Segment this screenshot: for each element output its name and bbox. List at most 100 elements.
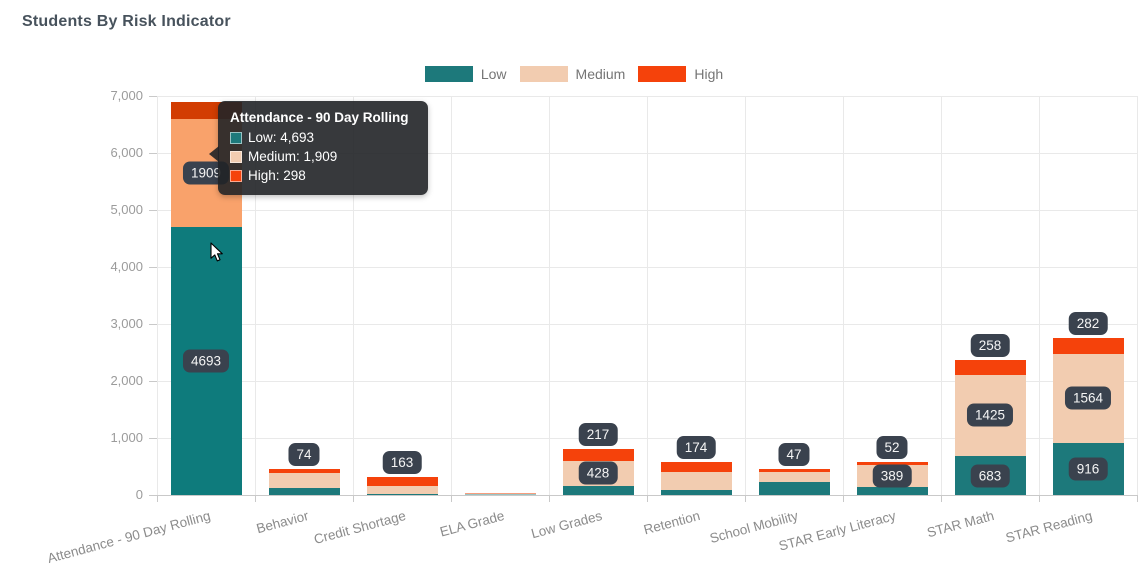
legend-swatch-high [638, 66, 687, 82]
bar-segment-high-retention[interactable] [660, 461, 732, 472]
tooltip: Attendance - 90 Day Rolling Low: 4,693 Me… [209, 101, 428, 195]
x-axis-label-low-grades: Low Grades [529, 508, 604, 542]
bar-segment-low-school-mobility[interactable] [758, 481, 830, 495]
legend-swatch-low [424, 66, 473, 82]
bar-segment-high-star-early-literacy[interactable] [856, 461, 928, 465]
y-axis-tick [149, 153, 157, 154]
y-axis-tick [149, 381, 157, 382]
bar-segment-high-low-grades[interactable] [562, 448, 634, 462]
y-axis-label: 2,000 [110, 373, 143, 388]
x-axis-tick [647, 495, 648, 502]
data-label-high-credit-shortage: 163 [382, 450, 422, 474]
data-label-medium-star-reading: 1564 [1064, 386, 1112, 410]
bar-segment-medium-ela-grade[interactable] [464, 493, 536, 494]
data-label-high-behavior: 74 [288, 442, 320, 466]
bar-segment-medium-retention[interactable] [660, 471, 732, 491]
bar-segment-high-star-reading[interactable] [1052, 337, 1124, 354]
bar-segment-low-low-grades[interactable] [562, 485, 634, 495]
x-axis-label-ela-grade: ELA Grade [438, 508, 506, 540]
legend-label: Low [480, 66, 507, 82]
bar-segment-medium-school-mobility[interactable] [758, 471, 830, 482]
grid-line-vertical [745, 96, 746, 495]
data-label-high-star-reading: 282 [1068, 311, 1108, 335]
x-axis-tick [941, 495, 942, 502]
x-axis-tick [1137, 495, 1138, 502]
x-axis-label-star-reading: STAR Reading [1003, 508, 1094, 546]
y-axis-label: 5,000 [110, 202, 143, 217]
grid-line-vertical [353, 96, 354, 495]
tooltip-row-text: Medium: 1,909 [248, 149, 338, 164]
y-axis-label: 3,000 [110, 316, 143, 331]
data-label-high-star-math: 258 [970, 334, 1010, 358]
data-label-medium-star-early-literacy: 389 [872, 464, 912, 488]
x-axis-tick [549, 495, 550, 502]
data-label-high-low-grades: 217 [578, 422, 618, 446]
bar-segment-low-behavior[interactable] [268, 487, 340, 495]
bar-segment-medium-credit-shortage[interactable] [366, 485, 438, 494]
mouse-cursor-icon [210, 242, 223, 262]
data-label-high-school-mobility: 47 [778, 442, 810, 466]
x-axis-tick [157, 495, 158, 502]
bar-segment-high-behavior[interactable] [268, 468, 340, 473]
grid-line-vertical [1137, 96, 1138, 495]
bar-segment-low-retention[interactable] [660, 490, 732, 495]
x-axis-label-retention: Retention [642, 508, 702, 538]
y-axis-tick [149, 324, 157, 325]
grid-line-vertical [647, 96, 648, 495]
tooltip-row-high: High: 298 [230, 166, 416, 185]
data-label-low-attendance-90-day-rolling: 4693 [182, 349, 230, 373]
y-axis-label: 6,000 [110, 145, 143, 160]
bar-segment-high-star-math[interactable] [954, 360, 1026, 375]
data-label-low-star-math: 683 [970, 464, 1010, 488]
plot-area: 4693 1909 74 163 428 217 174 47 389 52 683 1425 258 9… [149, 96, 1138, 502]
x-axis-label-credit-shortage: Credit Shortage [312, 508, 408, 547]
grid-line-vertical [451, 96, 452, 495]
bar-segment-high-school-mobility[interactable] [758, 468, 830, 472]
data-label-high-star-early-literacy: 52 [876, 435, 908, 459]
legend-label: Medium [575, 66, 626, 82]
tooltip-row-low: Low: 4,693 [230, 128, 416, 147]
legend-label: High [694, 66, 724, 82]
legend-item-low[interactable]: Low [424, 66, 507, 82]
x-axis-tick [1039, 495, 1040, 502]
grid-line-vertical [941, 96, 942, 495]
tooltip-swatch-low-icon [230, 131, 242, 144]
grid-line-vertical [1039, 96, 1040, 495]
bar-segment-high-credit-shortage[interactable] [366, 476, 438, 486]
bar-segment-low-ela-grade[interactable] [464, 493, 536, 495]
tooltip-row-medium: Medium: 1,909 [230, 147, 416, 166]
tooltip-title: Attendance - 90 Day Rolling [230, 110, 409, 125]
y-axis-tick [149, 210, 157, 211]
bar-segment-low-credit-shortage[interactable] [366, 493, 438, 495]
y-axis-label: 0 [135, 487, 143, 502]
x-axis-tick [451, 495, 452, 502]
data-label-medium-attendance-90-day-rolling: 1909 [182, 161, 230, 185]
data-label-medium-low-grades: 428 [578, 461, 618, 485]
y-axis-tick [149, 438, 157, 439]
x-axis-tick [745, 495, 746, 502]
legend: Low Medium High [0, 66, 1148, 82]
x-axis-tick [353, 495, 354, 502]
y-axis-tick [149, 267, 157, 268]
data-label-low-star-reading: 916 [1068, 457, 1108, 481]
legend-item-medium[interactable]: Medium [519, 66, 626, 82]
tooltip-row-text: High: 298 [248, 168, 306, 183]
x-axis-tick [843, 495, 844, 502]
y-axis-label: 7,000 [110, 88, 143, 103]
grid-line-vertical [843, 96, 844, 495]
tooltip-swatch-high-icon [230, 169, 242, 182]
y-axis-label: 4,000 [110, 259, 143, 274]
tooltip-arrow [209, 146, 219, 162]
tooltip-row-text: Low: 4,693 [248, 130, 315, 145]
x-axis-label-behavior: Behavior [254, 508, 310, 537]
legend-item-high[interactable]: High [638, 66, 723, 82]
bar-segment-medium-behavior[interactable] [268, 472, 340, 488]
chart-title: Students By Risk Indicator [22, 13, 231, 30]
grid-line-vertical [255, 96, 256, 495]
x-axis-label-attendance-90-day-rolling: Attendance - 90 Day Rolling [45, 508, 212, 566]
x-axis-label-star-math: STAR Math [925, 508, 996, 541]
x-axis-tick [255, 495, 256, 502]
data-label-medium-star-math: 1425 [966, 403, 1014, 427]
y-axis-label: 1,000 [110, 430, 143, 445]
bar-segment-low-star-early-literacy[interactable] [856, 486, 928, 495]
